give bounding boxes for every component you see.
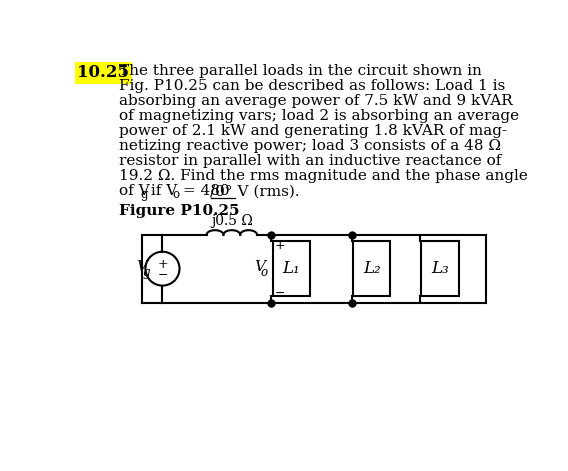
Text: L₂: L₂ (363, 260, 381, 277)
Text: L₃: L₃ (431, 260, 449, 277)
Text: g: g (141, 188, 148, 201)
Text: o: o (261, 266, 268, 279)
Text: +: + (158, 258, 169, 270)
Text: /0° V (rms).: /0° V (rms). (211, 184, 300, 198)
Bar (273, 241, 310, 296)
Text: of magnetizing vars; load 2 is absorbing an average: of magnetizing vars; load 2 is absorbing… (119, 109, 519, 123)
Text: V: V (254, 260, 265, 274)
Text: Fig. P10.25 can be described as follows: Load 1 is: Fig. P10.25 can be described as follows:… (119, 79, 506, 93)
Text: g: g (143, 266, 151, 279)
Text: if V: if V (146, 184, 177, 198)
Text: = 480: = 480 (178, 184, 229, 198)
Bar (353, 241, 390, 296)
Text: j0.5 Ω: j0.5 Ω (211, 214, 253, 228)
Text: resistor in parallel with an inductive reactance of: resistor in parallel with an inductive r… (119, 154, 502, 168)
Text: netizing reactive power; load 3 consists of a 48 Ω: netizing reactive power; load 3 consists… (119, 139, 501, 153)
Text: power of 2.1 kW and generating 1.8 kVAR of mag-: power of 2.1 kW and generating 1.8 kVAR … (119, 124, 507, 138)
Text: V: V (136, 260, 147, 274)
Text: absorbing an average power of 7.5 kW and 9 kVAR: absorbing an average power of 7.5 kW and… (119, 94, 513, 108)
Text: of V: of V (119, 184, 150, 198)
Text: 10.25: 10.25 (77, 64, 129, 81)
Text: −: − (275, 286, 285, 300)
Bar (421, 241, 458, 296)
Text: +: + (275, 239, 286, 252)
Text: 19.2 Ω. Find the rms magnitude and the phase angle: 19.2 Ω. Find the rms magnitude and the p… (119, 170, 528, 183)
Text: Figure P10.25: Figure P10.25 (119, 204, 240, 218)
Text: The three parallel loads in the circuit shown in: The three parallel loads in the circuit … (119, 64, 482, 78)
Text: L₁: L₁ (282, 260, 300, 277)
Text: −: − (158, 269, 169, 282)
Text: o: o (173, 188, 179, 201)
